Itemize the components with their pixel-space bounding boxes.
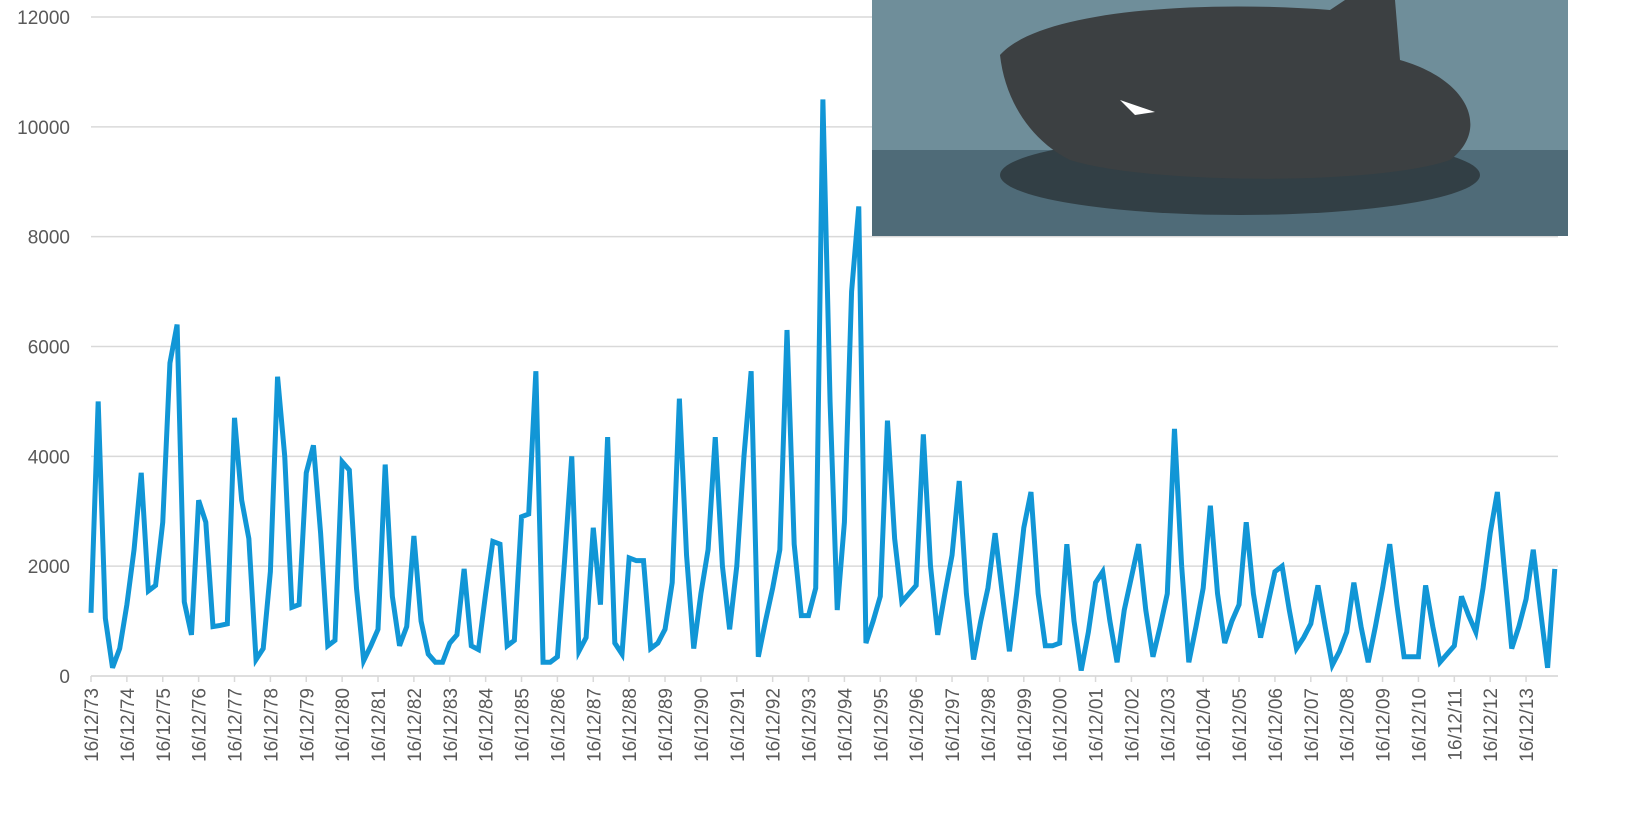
x-tick-label: 16/12/87 xyxy=(584,688,605,762)
x-tick-label: 16/12/04 xyxy=(1194,688,1215,762)
x-tick-label: 16/12/91 xyxy=(728,688,749,762)
y-tick-label: 8000 xyxy=(28,228,70,249)
x-tick-label: 16/12/84 xyxy=(477,688,498,762)
y-tick-label: 0 xyxy=(59,667,70,688)
x-tick-label: 16/12/08 xyxy=(1338,688,1359,762)
y-tick-label: 2000 xyxy=(28,557,70,578)
x-tick-label: 16/12/80 xyxy=(333,688,354,762)
x-tick-label: 16/12/11 xyxy=(1445,688,1466,761)
x-tick-label: 16/12/77 xyxy=(226,688,247,762)
x-tick-label: 16/12/00 xyxy=(1051,688,1072,762)
x-tick-label: 16/12/12 xyxy=(1481,688,1502,762)
x-tick-label: 16/12/82 xyxy=(405,688,426,762)
y-tick-label: 10000 xyxy=(17,118,70,139)
x-tick-label: 16/12/99 xyxy=(1015,688,1036,762)
x-tick-label: 16/12/06 xyxy=(1266,688,1287,762)
x-tick-label: 16/12/81 xyxy=(369,688,390,762)
x-tick-label: 16/12/02 xyxy=(1122,688,1143,762)
photo-feather xyxy=(1120,100,1155,115)
data-line xyxy=(88,99,1558,673)
x-tick-label: 16/12/76 xyxy=(190,688,211,762)
x-tick-label: 16/12/94 xyxy=(835,688,856,762)
x-tick-label: 16/12/10 xyxy=(1409,688,1430,762)
x-tick-label: 16/12/96 xyxy=(907,688,928,762)
photo-swan xyxy=(1000,0,1471,179)
x-tick-label: 16/12/92 xyxy=(764,688,785,762)
x-tick-label: 16/12/88 xyxy=(620,688,641,762)
x-tick-label: 16/12/98 xyxy=(979,688,1000,762)
x-tick-label: 16/12/86 xyxy=(548,688,569,762)
x-tick-label: 16/12/95 xyxy=(871,688,892,762)
x-tick-label: 16/12/73 xyxy=(82,688,103,762)
x-tick-label: 16/12/09 xyxy=(1374,688,1395,762)
x-tick-label: 16/12/89 xyxy=(656,688,677,762)
x-tick-label: 16/12/74 xyxy=(118,688,139,762)
x-tick-label: 16/12/93 xyxy=(800,688,821,762)
x-tick-label: 16/12/83 xyxy=(441,688,462,762)
y-tick-label: 4000 xyxy=(28,447,70,468)
x-tick-label: 16/12/05 xyxy=(1230,688,1251,762)
x-tick-label: 16/12/75 xyxy=(154,688,175,762)
photo xyxy=(872,0,1568,236)
x-tick-label: 16/12/78 xyxy=(261,688,282,762)
x-tick-label: 16/12/79 xyxy=(297,688,318,762)
x-tick-label: 16/12/85 xyxy=(513,688,534,762)
x-tick-label: 16/12/90 xyxy=(692,688,713,762)
x-tick-label: 16/12/97 xyxy=(943,688,964,762)
y-tick-label: 12000 xyxy=(17,8,70,29)
x-tick-label: 16/12/01 xyxy=(1087,688,1108,762)
x-tick-label: 16/12/03 xyxy=(1158,688,1179,762)
y-tick-label: 6000 xyxy=(28,338,70,359)
x-tick-label: 16/12/13 xyxy=(1517,688,1538,762)
x-tick-label: 16/12/07 xyxy=(1302,688,1323,762)
